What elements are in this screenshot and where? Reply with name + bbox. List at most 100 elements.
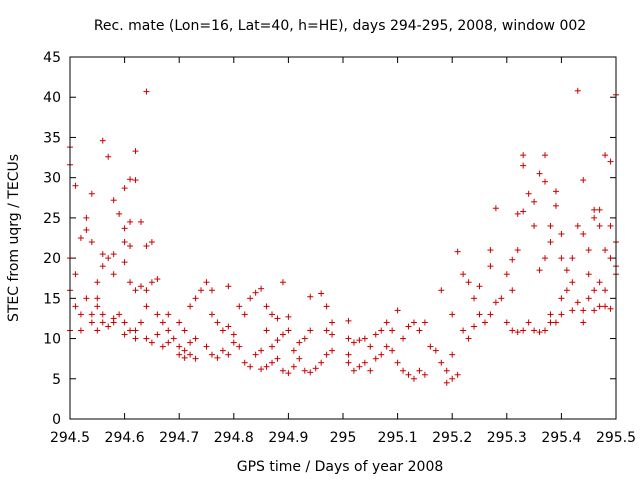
y-tick-label: 15	[43, 291, 61, 307]
data-point	[247, 363, 254, 370]
data-point	[329, 331, 336, 338]
x-tick-label: 294.8	[214, 430, 254, 446]
data-point	[465, 335, 472, 342]
data-point	[83, 295, 90, 302]
data-point	[356, 363, 363, 370]
data-point	[105, 323, 112, 330]
data-point	[94, 279, 101, 286]
data-point	[574, 87, 581, 94]
data-point	[94, 295, 101, 302]
data-point	[558, 311, 565, 318]
data-point	[389, 347, 396, 354]
y-tick-label: 5	[52, 372, 61, 388]
x-axis-label: GPS time / Days of year 2008	[237, 459, 444, 475]
data-point	[77, 235, 84, 241]
data-point	[487, 263, 494, 270]
data-point	[476, 311, 483, 318]
data-point	[602, 247, 609, 254]
data-point	[99, 311, 106, 318]
data-point	[154, 311, 161, 318]
data-point	[607, 158, 614, 165]
data-point	[323, 351, 330, 358]
data-point	[72, 182, 79, 189]
data-point	[307, 293, 314, 300]
data-point	[596, 206, 603, 213]
data-point	[263, 327, 270, 334]
x-tick-label: 295.1	[378, 430, 418, 446]
data-point	[148, 239, 155, 246]
data-point	[400, 335, 407, 342]
data-point	[110, 319, 117, 326]
data-point	[492, 205, 499, 212]
data-point	[121, 259, 128, 266]
x-tick-label: 295.5	[596, 430, 636, 446]
data-point	[192, 295, 199, 302]
data-point	[77, 327, 84, 334]
data-point	[127, 176, 134, 183]
data-point	[241, 311, 248, 318]
data-point	[580, 307, 587, 314]
data-point	[269, 311, 276, 318]
data-points	[67, 87, 619, 386]
data-point	[181, 327, 188, 334]
data-point	[585, 295, 592, 302]
data-point	[563, 287, 570, 294]
data-point	[203, 343, 210, 350]
data-point	[181, 347, 188, 354]
data-point	[514, 210, 521, 217]
data-point	[279, 331, 286, 338]
data-point	[471, 323, 478, 330]
data-point	[602, 303, 609, 310]
data-point	[416, 327, 423, 334]
data-point	[252, 289, 259, 296]
data-point	[165, 339, 172, 346]
data-point	[187, 339, 194, 346]
data-point	[438, 287, 445, 294]
data-point	[225, 351, 232, 358]
data-point	[345, 359, 352, 366]
data-point	[323, 327, 330, 334]
data-point	[602, 287, 609, 294]
data-point	[121, 225, 128, 232]
data-point	[225, 283, 232, 290]
data-point	[542, 152, 549, 159]
data-point	[514, 329, 521, 336]
data-point	[187, 303, 194, 310]
y-axis-label: STEC from uqrg / TECUs	[6, 154, 22, 322]
y-tick-label: 10	[43, 332, 61, 348]
data-point	[552, 202, 559, 209]
data-point	[290, 347, 297, 354]
y-tick-label: 45	[43, 50, 61, 66]
data-point	[596, 222, 603, 229]
data-point	[558, 295, 565, 302]
data-point	[274, 337, 281, 344]
data-point	[88, 190, 95, 197]
data-point	[329, 347, 336, 354]
data-point	[307, 369, 314, 376]
data-point	[203, 279, 210, 286]
data-point	[143, 335, 150, 342]
data-point	[547, 319, 554, 326]
y-tick-label: 25	[43, 211, 61, 227]
data-point	[301, 335, 308, 342]
x-tick-label: 294.5	[50, 430, 90, 446]
data-point	[471, 295, 478, 302]
data-point	[219, 327, 226, 334]
data-point	[520, 162, 527, 169]
data-point	[345, 335, 352, 342]
data-point	[536, 329, 543, 336]
x-tick-label: 295.2	[432, 430, 472, 446]
data-point	[443, 367, 450, 374]
data-point	[121, 239, 128, 246]
data-point	[318, 359, 325, 366]
data-point	[143, 88, 150, 95]
data-point	[72, 271, 79, 278]
data-point	[269, 343, 276, 350]
data-point	[198, 287, 205, 294]
data-point	[531, 198, 538, 205]
data-point	[132, 327, 139, 334]
data-point	[585, 247, 592, 254]
data-point	[405, 371, 412, 378]
data-point	[72, 303, 79, 310]
